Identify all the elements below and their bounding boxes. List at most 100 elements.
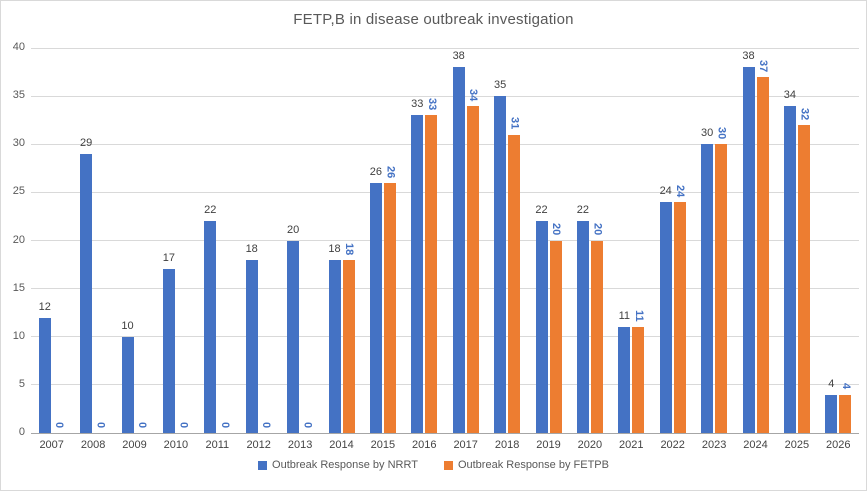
data-label-nrrt: 22 — [576, 204, 590, 217]
bar-nrrt — [452, 67, 465, 433]
legend-color-swatch — [258, 460, 268, 470]
bar-nrrt — [659, 202, 672, 433]
data-label-nrrt: 35 — [493, 79, 507, 92]
bar-nrrt — [121, 336, 134, 433]
data-label-nrrt: 12 — [38, 300, 51, 313]
bar-nrrt — [535, 221, 548, 433]
bar-fetpb — [466, 105, 479, 433]
legend-color-swatch — [443, 460, 453, 470]
x-tick-label: 2013 — [287, 439, 313, 451]
bar-nrrt — [701, 144, 714, 433]
bar-fetpb — [342, 259, 355, 433]
gridline — [31, 47, 859, 49]
data-label-fetpb: 0 — [177, 421, 190, 428]
bar-nrrt — [576, 221, 589, 433]
gridline — [31, 336, 859, 338]
bar-nrrt — [783, 105, 796, 433]
data-label-fetpb: 0 — [94, 421, 107, 428]
x-tick-label: 2025 — [784, 439, 810, 451]
legend-item-fetpb: Outbreak Response by FETPB — [443, 459, 609, 471]
data-label-nrrt: 29 — [79, 136, 93, 149]
bar-fetpb — [839, 394, 852, 433]
gridline — [31, 384, 859, 386]
y-tick-label: 5 — [18, 377, 25, 390]
gridline — [31, 143, 859, 145]
bar-nrrt — [162, 269, 175, 433]
x-tick-label: 2018 — [494, 439, 520, 451]
data-label-fetpb: 11 — [632, 310, 645, 323]
bar-nrrt — [494, 96, 507, 433]
chart-title: FETP,B in disease outbreak investigation — [293, 11, 574, 28]
x-tick-label: 2022 — [660, 439, 685, 451]
x-tick-label: 2009 — [122, 439, 147, 451]
bar-nrrt — [411, 115, 424, 433]
legend-item-nrrt: Outbreak Response by NRRT — [258, 459, 418, 471]
data-label-nrrt: 33 — [411, 98, 424, 111]
data-label-fetpb: 0 — [301, 421, 314, 428]
y-tick-label: 25 — [12, 185, 25, 198]
data-label-fetpb: 26 — [384, 165, 397, 178]
data-label-nrrt: 24 — [659, 185, 672, 197]
data-label-nrrt: 17 — [162, 252, 176, 265]
data-label-nrrt: 38 — [452, 50, 465, 63]
legend-label: Outbreak Response by FETPB — [457, 459, 609, 471]
data-label-fetpb: 37 — [757, 59, 769, 72]
data-label-fetpb: 34 — [467, 88, 480, 101]
data-label-fetpb: 0 — [218, 421, 231, 428]
data-label-nrrt: 20 — [286, 223, 300, 236]
data-label-nrrt: 22 — [535, 204, 548, 217]
legend-label: Outbreak Response by NRRT — [272, 459, 418, 471]
bar-fetpb — [632, 327, 645, 433]
x-tick-label: 2021 — [619, 439, 644, 451]
data-label-nrrt: 18 — [245, 242, 258, 255]
data-label-fetpb: 0 — [260, 421, 273, 428]
bar-fetpb — [425, 115, 438, 433]
x-tick-label: 2010 — [163, 439, 189, 451]
y-tick-label: 20 — [12, 233, 25, 246]
gridline — [31, 95, 859, 97]
data-label-nrrt: 10 — [121, 319, 134, 332]
bar-fetpb — [673, 202, 686, 433]
gridline — [31, 191, 859, 193]
data-label-nrrt: 34 — [783, 88, 797, 101]
data-label-nrrt: 30 — [700, 127, 714, 140]
data-label-fetpb: 20 — [591, 223, 604, 236]
data-label-fetpb: 32 — [798, 107, 811, 120]
y-tick-label: 15 — [12, 281, 25, 294]
y-tick-label: 10 — [12, 329, 25, 342]
data-label-fetpb: 30 — [715, 127, 728, 140]
bar-fetpb — [756, 76, 769, 433]
bar-nrrt — [38, 317, 51, 433]
x-tick-label: 2011 — [205, 439, 230, 451]
x-tick-label: 2020 — [577, 439, 603, 451]
bar-nrrt — [825, 394, 838, 433]
x-tick-label: 2023 — [701, 439, 727, 451]
bar-fetpb — [715, 144, 728, 433]
data-label-fetpb: 0 — [136, 421, 148, 428]
x-tick-label: 2007 — [39, 439, 64, 451]
legend: Outbreak Response by NRRT Outbreak Respon… — [1, 459, 866, 471]
x-tick-label: 2008 — [80, 439, 106, 451]
y-tick-label: 35 — [12, 89, 25, 102]
data-label-nrrt: 4 — [828, 377, 835, 390]
bar-nrrt — [742, 67, 755, 433]
x-axis-line — [31, 432, 859, 434]
bar-nrrt — [80, 153, 93, 433]
bar-nrrt — [204, 221, 217, 433]
bar-nrrt — [287, 240, 300, 433]
bar-nrrt — [328, 259, 341, 433]
data-label-nrrt: 38 — [742, 50, 755, 63]
x-tick-label: 2016 — [412, 439, 437, 451]
x-tick-label: 2026 — [826, 439, 851, 451]
data-label-fetpb: 20 — [550, 223, 562, 236]
data-label-nrrt: 18 — [328, 242, 341, 255]
bar-fetpb — [383, 182, 396, 433]
bar-fetpb — [797, 125, 810, 433]
x-tick-label: 2024 — [743, 439, 768, 451]
data-label-fetpb: 24 — [674, 184, 687, 197]
data-label-nrrt: 11 — [618, 310, 630, 323]
data-label-fetpb: 31 — [508, 117, 521, 130]
bar-fetpb — [549, 240, 562, 433]
gridline — [31, 240, 859, 241]
